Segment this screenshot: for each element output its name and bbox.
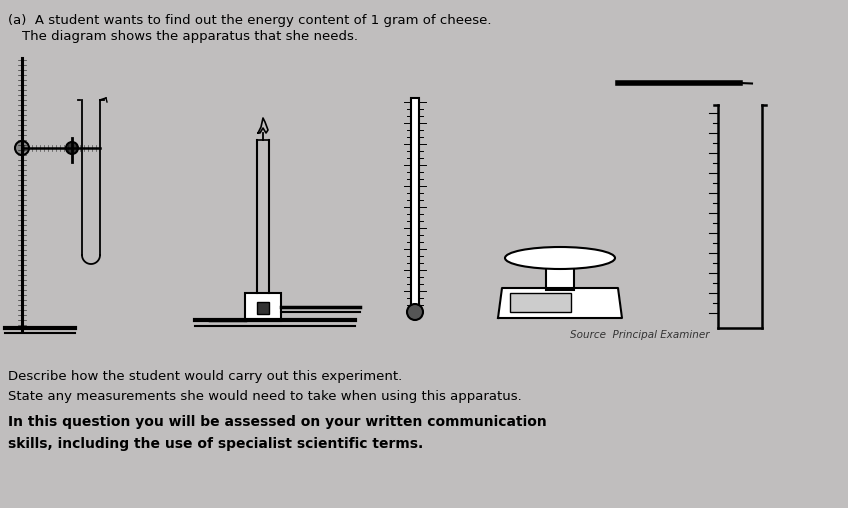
- Ellipse shape: [15, 141, 29, 155]
- FancyBboxPatch shape: [411, 98, 419, 308]
- Ellipse shape: [407, 304, 423, 320]
- Text: (a)  A student wants to find out the energy content of 1 gram of cheese.: (a) A student wants to find out the ener…: [8, 14, 492, 27]
- Ellipse shape: [505, 247, 615, 269]
- Text: Source  Principal Examiner: Source Principal Examiner: [570, 330, 710, 340]
- Ellipse shape: [66, 142, 78, 154]
- FancyBboxPatch shape: [245, 293, 281, 321]
- Polygon shape: [498, 288, 622, 318]
- Text: skills, including the use of specialist scientific terms.: skills, including the use of specialist …: [8, 437, 423, 451]
- Text: In this question you will be assessed on your written communication: In this question you will be assessed on…: [8, 415, 547, 429]
- FancyBboxPatch shape: [257, 302, 269, 314]
- FancyBboxPatch shape: [546, 258, 574, 290]
- Text: The diagram shows the apparatus that she needs.: The diagram shows the apparatus that she…: [22, 30, 358, 43]
- Text: Describe how the student would carry out this experiment.: Describe how the student would carry out…: [8, 370, 402, 383]
- Text: State any measurements she would need to take when using this apparatus.: State any measurements she would need to…: [8, 390, 522, 403]
- FancyBboxPatch shape: [510, 293, 571, 311]
